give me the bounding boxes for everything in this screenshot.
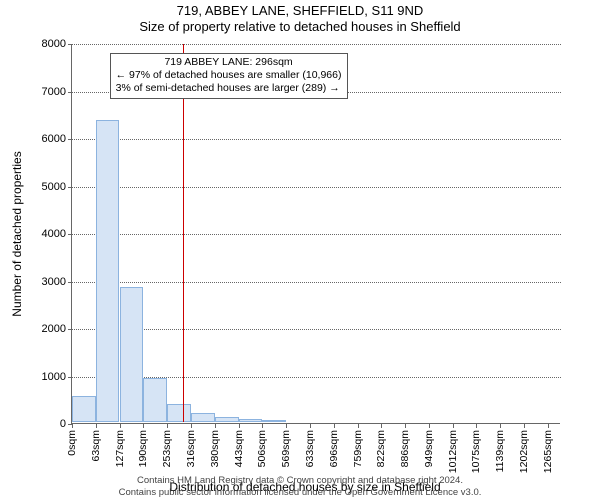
xtick-label: 506sqm: [256, 430, 268, 467]
histogram-bar: [239, 419, 263, 422]
y-axis-label: Number of detached properties: [10, 151, 24, 316]
footer-line: Contains HM Land Registry data © Crown c…: [0, 475, 600, 486]
ytick-label: 6000: [42, 133, 66, 145]
xtick-label: 1202sqm: [518, 430, 530, 473]
annotation-line: 719 ABBEY LANE: 296sqm: [116, 56, 342, 69]
xtick: [405, 424, 406, 428]
histogram-bar: [72, 396, 96, 422]
gridline: [72, 44, 561, 45]
ytick: [68, 44, 72, 45]
ytick-label: 8000: [42, 38, 66, 50]
xtick: [72, 424, 73, 428]
xtick-label: 1075sqm: [470, 430, 482, 473]
xtick: [429, 424, 430, 428]
chart: Number of detached properties 0100020003…: [50, 44, 560, 424]
ytick: [68, 234, 72, 235]
xtick-label: 696sqm: [328, 430, 340, 467]
gridline: [72, 329, 561, 330]
histogram-bar: [120, 287, 144, 422]
xtick-label: 569sqm: [280, 430, 292, 467]
xtick: [286, 424, 287, 428]
xtick: [96, 424, 97, 428]
ytick: [68, 377, 72, 378]
xtick-label: 63sqm: [90, 430, 102, 462]
ytick: [68, 139, 72, 140]
xtick: [167, 424, 168, 428]
xtick: [143, 424, 144, 428]
xtick: [120, 424, 121, 428]
ytick-label: 5000: [42, 181, 66, 193]
xtick-label: 0sqm: [66, 430, 78, 456]
xtick: [524, 424, 525, 428]
ytick-label: 1000: [42, 371, 66, 383]
xtick: [476, 424, 477, 428]
ytick-label: 3000: [42, 276, 66, 288]
ytick-label: 2000: [42, 323, 66, 335]
xtick-label: 1012sqm: [447, 430, 459, 473]
annotation-line: ← 97% of detached houses are smaller (10…: [116, 69, 342, 82]
xtick-label: 886sqm: [399, 430, 411, 467]
footer: Contains HM Land Registry data © Crown c…: [0, 475, 600, 498]
xtick: [500, 424, 501, 428]
xtick: [334, 424, 335, 428]
xtick-label: 759sqm: [352, 430, 364, 467]
gridline: [72, 234, 561, 235]
xtick-label: 1265sqm: [542, 430, 554, 473]
histogram-bar: [262, 420, 286, 422]
xtick-label: 822sqm: [375, 430, 387, 467]
xtick-label: 127sqm: [114, 430, 126, 467]
ytick: [68, 282, 72, 283]
xtick-label: 1139sqm: [494, 430, 506, 472]
xtick: [548, 424, 549, 428]
footer-line: Contains public sector information licen…: [0, 487, 600, 498]
gridline: [72, 187, 561, 188]
xtick: [381, 424, 382, 428]
ytick: [68, 329, 72, 330]
histogram-bar: [191, 413, 215, 422]
reference-line: [183, 44, 184, 422]
xtick-label: 380sqm: [209, 430, 221, 467]
histogram-bar: [215, 417, 239, 422]
page-title: 719, ABBEY LANE, SHEFFIELD, S11 9ND: [0, 3, 600, 18]
xtick: [358, 424, 359, 428]
xtick-label: 316sqm: [185, 430, 197, 467]
annotation-box: 719 ABBEY LANE: 296sqm← 97% of detached …: [110, 53, 348, 99]
histogram-bar: [96, 120, 120, 422]
gridline: [72, 282, 561, 283]
ytick-label: 4000: [42, 228, 66, 240]
annotation-line: 3% of semi-detached houses are larger (2…: [116, 82, 342, 95]
page-subtitle: Size of property relative to detached ho…: [0, 19, 600, 34]
xtick: [215, 424, 216, 428]
xtick-label: 253sqm: [161, 430, 173, 467]
ytick-label: 7000: [42, 86, 66, 98]
xtick-label: 633sqm: [304, 430, 316, 467]
ytick: [68, 92, 72, 93]
xtick-label: 949sqm: [423, 430, 435, 467]
histogram-bar: [167, 404, 191, 422]
xtick: [310, 424, 311, 428]
xtick-label: 443sqm: [233, 430, 245, 467]
gridline: [72, 139, 561, 140]
xtick-label: 190sqm: [137, 430, 149, 467]
xtick: [239, 424, 240, 428]
ytick: [68, 187, 72, 188]
xtick: [453, 424, 454, 428]
plot-area: 0100020003000400050006000700080000sqm63s…: [71, 44, 560, 424]
histogram-bar: [143, 378, 167, 422]
xtick: [262, 424, 263, 428]
xtick: [191, 424, 192, 428]
ytick-label: 0: [60, 418, 66, 430]
